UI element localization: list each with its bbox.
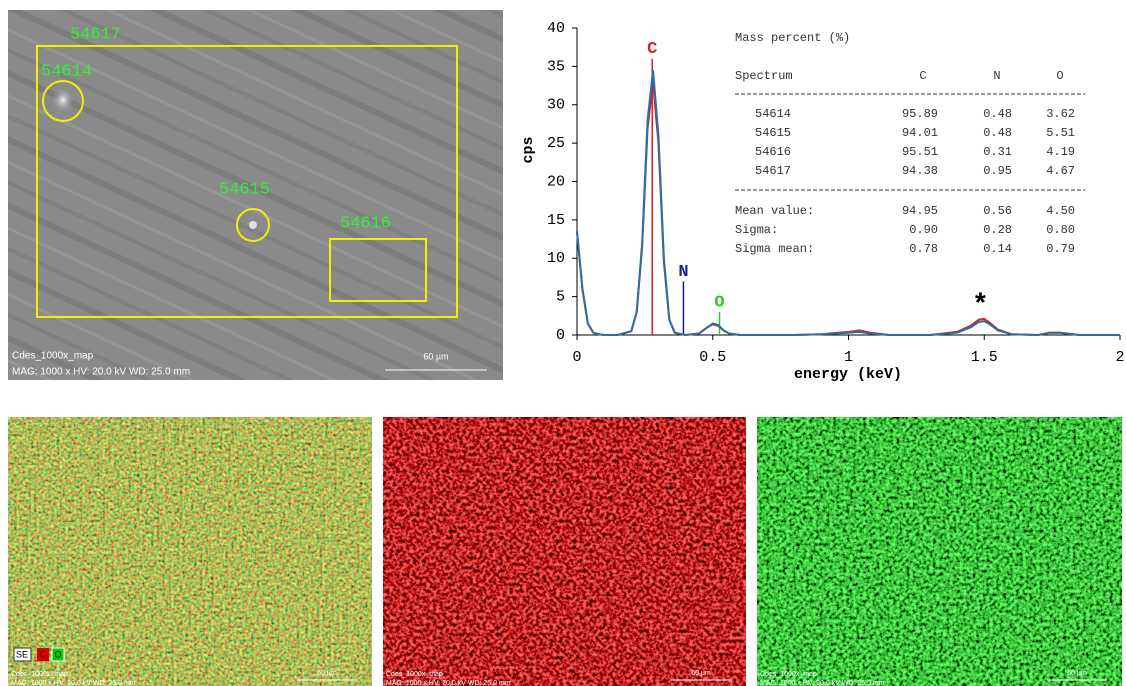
- table-cell: 0.56: [983, 204, 1012, 218]
- image-info: MAG: 1000 x HV: 20.0 kV WD: 25.0 mm: [12, 367, 190, 378]
- sem-background: [8, 10, 503, 380]
- map-mixed: SE C O: [8, 417, 372, 686]
- y-axis-label: cps: [520, 136, 537, 163]
- table-cell: Sigma mean:: [735, 242, 814, 256]
- table-cell: 0.80: [1046, 223, 1075, 237]
- table-cell: 0.48: [983, 107, 1012, 121]
- y-tick-label: 40: [547, 20, 565, 37]
- legend-box: [37, 648, 49, 661]
- y-tick-label: 35: [547, 58, 565, 75]
- table-header: C: [919, 69, 926, 83]
- table-cell: 95.89: [902, 107, 938, 121]
- image-caption: Cdes_1000x_map: [386, 671, 443, 678]
- result-table: Mass percent (%) Spectrum C N O 54614 95.89 0.…: [735, 31, 1085, 256]
- table-cell: 0.31: [983, 145, 1012, 159]
- legend-label: SE: [16, 649, 28, 659]
- x-axis-label: energy (keV): [794, 366, 902, 383]
- particle: [249, 221, 257, 229]
- y-tick-label: 0: [556, 327, 565, 344]
- legend-label: C: [40, 649, 47, 659]
- y-tick-label: 25: [547, 135, 565, 152]
- table-cell: 94.38: [902, 164, 938, 178]
- legend-box: [13, 647, 32, 662]
- image-info: MAG: 1000 x HV: 20.0 kV WD: 25.0 mm: [386, 680, 511, 686]
- table-cell: 94.01: [902, 126, 938, 140]
- sem-image: 54617 54614 54615 54616 Cdes_1000x_map M…: [8, 10, 503, 380]
- legend-label: O: [54, 649, 61, 659]
- x-tick-label: 1.5: [971, 349, 998, 366]
- table-header: N: [993, 69, 1000, 83]
- scale-label: 60 µm: [691, 670, 711, 677]
- y-tick-label: 10: [547, 250, 565, 267]
- x-tick-label: 1: [844, 349, 853, 366]
- y-tick-label: 5: [556, 289, 565, 306]
- image-caption: Cdes_1000x_map: [11, 671, 68, 678]
- element-label: O: [714, 293, 724, 312]
- table-cell: 5.51: [1046, 126, 1075, 140]
- y-tick-label: 15: [547, 212, 565, 229]
- region-label: 54617: [70, 25, 121, 44]
- table-cell: Sigma:: [735, 223, 778, 237]
- table-cell: 4.50: [1046, 204, 1075, 218]
- element-label: C: [647, 40, 657, 59]
- table-header: Spectrum: [735, 69, 793, 83]
- table-header: O: [1056, 69, 1063, 83]
- spectrum-line: [576, 81, 1120, 337]
- table-cell: 4.19: [1046, 145, 1075, 159]
- table-cell: 54614: [755, 107, 791, 121]
- region-label: 54616: [340, 214, 391, 233]
- scale-label: 60 µm: [317, 670, 337, 677]
- image-info: MAG: 1000 x HV: 20.0 kV WD: 25.0 mm: [11, 680, 136, 686]
- table-cell: 0.78: [909, 242, 938, 256]
- table-cell: 95.51: [902, 145, 938, 159]
- table-cell: 94.95: [902, 204, 938, 218]
- table-cell: 54617: [755, 164, 791, 178]
- spectrum-line: [576, 70, 1120, 337]
- legend-box: [51, 647, 65, 662]
- region-circle: [42, 80, 84, 122]
- image-caption: Cdes_1000x_map: [760, 671, 817, 678]
- region-box: [329, 238, 427, 302]
- table-cell: 3.62: [1046, 107, 1075, 121]
- element-label: N: [678, 263, 688, 282]
- map-image: [383, 417, 746, 686]
- particle: [51, 86, 75, 114]
- table-cell: 54616: [755, 145, 791, 159]
- x-tick-label: 2: [1115, 349, 1124, 366]
- region-label: 54615: [219, 180, 270, 199]
- table-title: Mass percent (%): [735, 31, 850, 45]
- region-label: 54614: [41, 62, 92, 81]
- y-tick-label: 20: [547, 173, 565, 190]
- spectrum-chart: cps energy (keV) 0 5 10 15 20 25 30 35 40 0 0.5 1 1.…: [520, 20, 1125, 383]
- map-image: [757, 417, 1122, 686]
- map-image: [8, 417, 372, 686]
- table-cell: 0.28: [983, 223, 1012, 237]
- table-cell: 4.67: [1046, 164, 1075, 178]
- table-cell: 54615: [755, 126, 791, 140]
- region-box: [36, 45, 458, 318]
- table-cell: 0.48: [983, 126, 1012, 140]
- y-tick-label: 30: [547, 97, 565, 114]
- image-caption: Cdes_1000x_map: [12, 351, 94, 362]
- x-tick-label: 0: [572, 349, 581, 366]
- image-info: MAG: 1000 x HV: 20.0 kV WD: 25.0 mm: [760, 680, 885, 686]
- table-cell: Mean value:: [735, 204, 814, 218]
- scale-label: 60 µm: [1067, 670, 1087, 677]
- table-cell: 0.79: [1046, 242, 1075, 256]
- element-label: *: [972, 290, 989, 321]
- table-cell: 0.90: [909, 223, 938, 237]
- scale-label: 60 µm: [423, 351, 448, 361]
- table-cell: 0.14: [983, 242, 1012, 256]
- region-circle: [236, 208, 270, 242]
- table-cell: 0.95: [983, 164, 1012, 178]
- x-tick-label: 0.5: [699, 349, 726, 366]
